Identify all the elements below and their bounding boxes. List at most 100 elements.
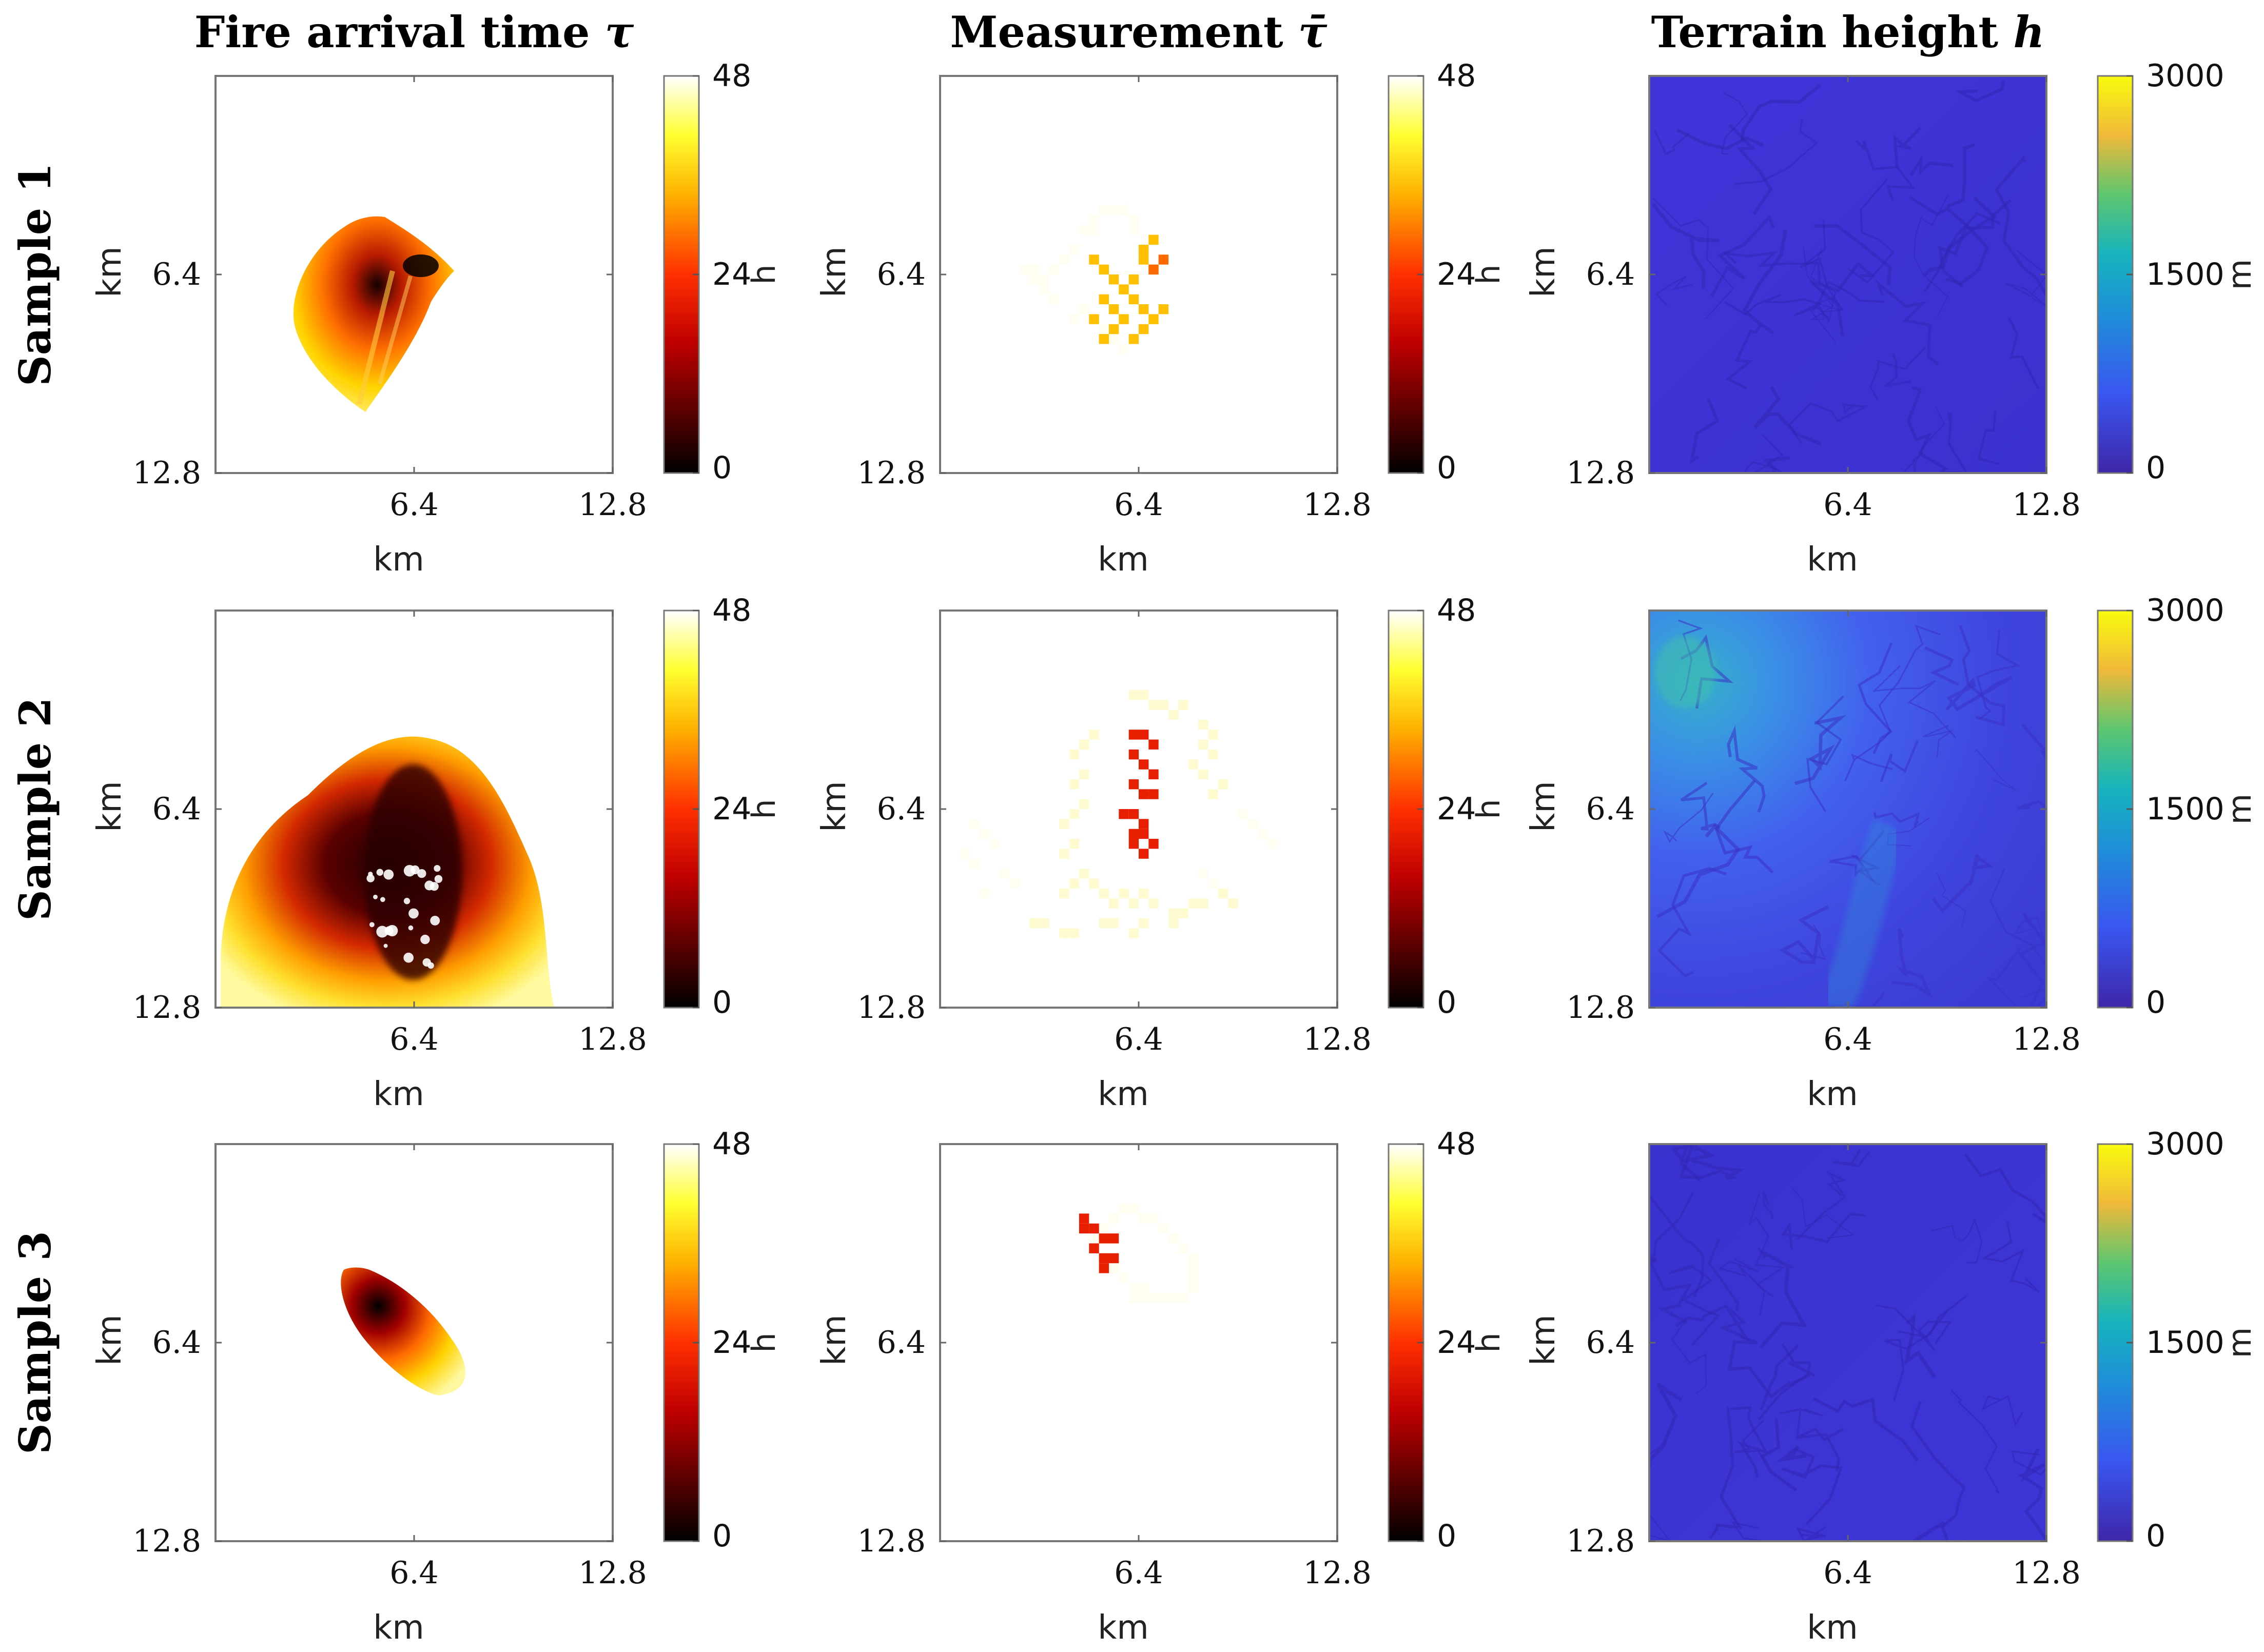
measurement-cell: [1119, 888, 1129, 899]
row-label: Sample 3: [10, 1231, 61, 1454]
measurement-cell: [1049, 264, 1060, 275]
colorbar-unit: h: [1470, 1332, 1507, 1352]
x-axis-label: km: [1098, 1075, 1148, 1113]
measurement-cell: [1079, 769, 1089, 779]
x-tick-label: 12.8: [578, 1021, 647, 1057]
colorbar-unit: h: [745, 1332, 783, 1352]
plot-content: [221, 736, 554, 1008]
colorbar-tick-label: 24: [1437, 791, 1476, 827]
y-axis-label: km: [91, 781, 129, 832]
measurement-cell: [1188, 1263, 1199, 1273]
colorbar-tick-label: 3000: [2146, 1126, 2224, 1162]
measurement-cell: [1108, 304, 1119, 314]
measurement-cell: [1128, 214, 1139, 225]
measurement-cell: [1099, 264, 1109, 275]
colorbar-unit: m: [2221, 1327, 2258, 1358]
x-tick-label: 12.8: [2012, 487, 2081, 523]
column-title-symbol: τ: [605, 7, 634, 57]
colorbar-unit: m: [2221, 794, 2258, 824]
y-tick-label: 12.8: [1566, 1523, 1635, 1559]
panel-fire: 6.4 12.8 6.4 12.8 km km 0 24 48 h: [91, 1126, 783, 1647]
x-tick-label: 6.4: [1114, 1021, 1163, 1057]
colorbar: 0 1500 3000 m: [2097, 593, 2258, 1020]
measurement-cell: [1139, 888, 1149, 899]
colorbar-unit: m: [2221, 259, 2258, 290]
y-axis-label: km: [1525, 781, 1563, 832]
measurement-cell: [1089, 1233, 1099, 1244]
measurement-cell: [1128, 334, 1139, 344]
colorbar: 0 24 48 h: [663, 1126, 783, 1554]
measurement-cell: [1218, 888, 1228, 899]
colorbar-tick-label: 0: [1437, 985, 1456, 1020]
measurement-cell: [1178, 1293, 1188, 1303]
measurement-cell: [1069, 779, 1079, 790]
measurement-cell: [1128, 1204, 1139, 1214]
colorbar-unit: h: [745, 264, 783, 284]
measurement-cell: [1069, 878, 1079, 889]
measurement-cell: [1108, 1233, 1119, 1244]
measurement-cell: [1099, 334, 1109, 344]
column-title-text: Measurement: [950, 7, 1298, 57]
measurement-cell: [1069, 839, 1079, 849]
colorbar-tick-label: 0: [712, 985, 732, 1020]
measurement-cell: [1119, 284, 1129, 294]
measurement-cell: [1099, 1223, 1109, 1234]
plot-content: [341, 1267, 465, 1395]
measurement-cell: [1099, 918, 1109, 929]
measurement-cell: [1099, 1263, 1109, 1273]
measurement-cell: [1128, 690, 1139, 700]
measurement-cell: [1079, 799, 1089, 810]
colorbar-tick-label: 48: [712, 1126, 751, 1162]
y-tick-label: 6.4: [152, 791, 201, 827]
panel-terrain: 6.4 12.8 6.4 12.8 km km 0 1500 3000 m: [1525, 58, 2258, 579]
panel-fire: 6.4 12.8 6.4 12.8 km km 0 24 48 h: [91, 593, 783, 1113]
measurement-cell: [1208, 749, 1218, 760]
x-tick-label: 6.4: [1823, 1555, 1872, 1591]
y-tick-label: 6.4: [1586, 257, 1635, 292]
column-titles: Fire arrival time τ Measurement τ̄ Terrain…: [194, 7, 2045, 57]
measurement-cell: [1089, 730, 1099, 740]
measurement-cell: [1108, 205, 1119, 215]
measurement-cell: [1198, 769, 1208, 779]
colorbar: 0 1500 3000 m: [2097, 58, 2258, 486]
y-axis-label: km: [91, 246, 129, 297]
measurement-cell: [970, 819, 980, 829]
y-tick-label: 12.8: [1566, 990, 1635, 1026]
measurement-cell: [1069, 809, 1079, 819]
y-tick-label: 12.8: [132, 455, 201, 491]
colorbar-tick-label: 24: [712, 257, 751, 292]
x-tick-label: 6.4: [389, 1021, 438, 1057]
measurement-cell: [1128, 1293, 1139, 1303]
measurement-cell: [1139, 1293, 1149, 1303]
column-title: Fire arrival time τ: [194, 7, 634, 57]
measurement-cell: [1139, 789, 1149, 799]
plot-content: [293, 216, 454, 412]
measurement-cell: [1108, 918, 1119, 929]
y-tick-label: 12.8: [132, 990, 201, 1026]
measurement-cell: [1267, 839, 1278, 849]
measurement-cell: [980, 888, 990, 899]
measurement-cell: [1119, 1273, 1129, 1283]
colorbar-unit: h: [745, 799, 783, 819]
x-tick-label: 6.4: [389, 1555, 438, 1591]
x-tick-label: 12.8: [578, 1555, 647, 1591]
measurement-cell: [1198, 719, 1208, 730]
measurement-cell: [1208, 878, 1218, 889]
panel-measure: 6.4 12.8 6.4 12.8 km km 0 24 48 h: [815, 593, 1507, 1113]
x-tick-label: 12.8: [1303, 487, 1372, 523]
plot-content: [1649, 1144, 2046, 1541]
measurement-cell: [1019, 264, 1030, 275]
measurement-cell: [1139, 730, 1149, 740]
measurement-cell: [1128, 898, 1139, 909]
measurement-cell: [1119, 809, 1129, 819]
colorbar: 0 24 48 h: [663, 58, 783, 486]
measurement-cell: [1139, 324, 1149, 335]
measurement-cell: [1119, 314, 1129, 324]
measurement-cell: [1128, 928, 1139, 938]
measurement-cell: [980, 829, 990, 839]
measurement-cell: [1089, 214, 1099, 225]
colorbar-tick-label: 0: [712, 1518, 732, 1554]
measurement-cell: [1039, 274, 1049, 285]
measurement-cell: [1139, 759, 1149, 770]
measurement-cell: [1188, 1283, 1199, 1293]
